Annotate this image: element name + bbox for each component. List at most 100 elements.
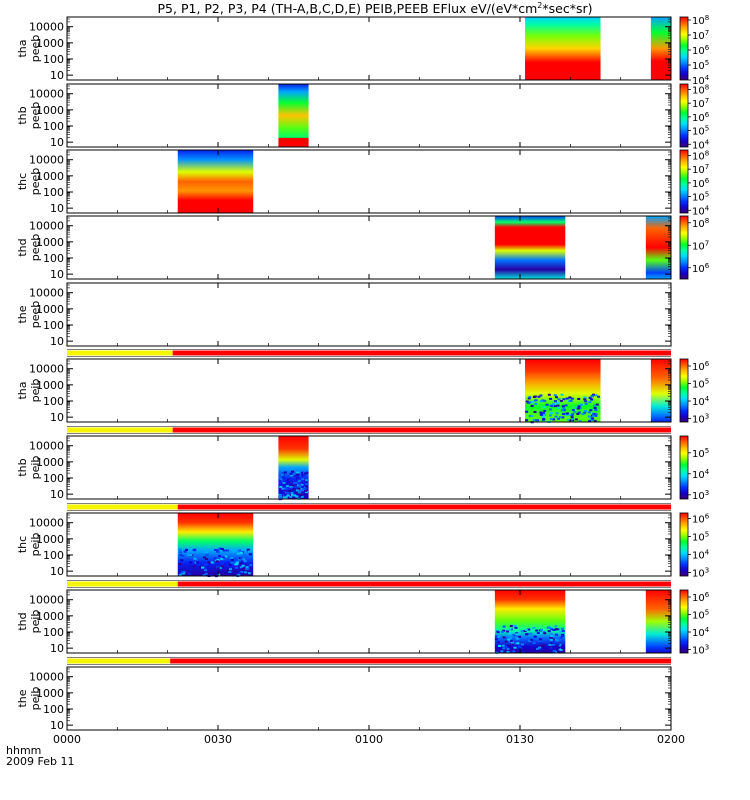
spectrogram-cell [178,548,182,551]
spectrogram-cell [283,493,287,496]
spectrogram-cell [242,558,246,561]
spectrogram-cell [543,399,547,402]
spectrogram-cell [239,566,243,569]
spectrogram-cell [553,400,557,403]
spectrogram-cell [286,481,290,484]
spectrogram-cell [216,558,220,561]
spectrogram-cell [552,649,556,652]
spectrogram-cell [280,473,284,476]
spectrogram-cell [305,483,309,486]
spectrogram-cell [530,415,534,418]
colorbar [680,150,688,213]
y-tick-label: 1000 [36,610,64,623]
y-tick-label: 10000 [29,517,64,530]
spectrogram-cell [224,571,228,574]
spectrogram-cell [590,417,594,420]
spectrogram-cell [539,413,543,416]
spectrogram-cell [512,650,516,653]
colorbar-tick-label: 104 [692,468,710,481]
spectrogram-cell [179,553,183,556]
spectrogram-cell [281,487,285,490]
spectrogram-cell [226,561,230,564]
spectrogram-cell [244,567,248,570]
spectrogram-cell [180,572,184,575]
spectrogram-cell [567,400,571,403]
time-axis-unit-label: hhmm [6,744,42,757]
spectrogram-cell [595,403,599,406]
spectrogram-cell [242,567,246,570]
spectrogram-cell [553,405,557,408]
panel-probe-label: tha [16,381,29,399]
spectrogram-cell [236,552,240,555]
colorbar-tick-label: 104 [692,74,710,87]
panel-probe-label: tha [16,39,29,57]
spectrogram-cell [205,553,209,556]
y-tick-label: 10000 [29,671,64,684]
spectrogram-cell [278,497,282,500]
panel-product-label: peib [29,687,42,711]
spectrogram-cell [301,493,305,496]
panel-frame [66,215,672,280]
spectrogram-cell [232,550,236,553]
spectrogram-cell [560,393,564,396]
panel-product-label: peeb [29,168,42,196]
spectrogram-cell [228,568,232,571]
spectrogram-cell [532,626,536,629]
y-tick-label: 100 [43,252,64,265]
spectrogram-cell [293,493,297,496]
spectrogram-cell [564,412,568,415]
spectrogram-cell [238,572,242,575]
spectrogram-cell [227,572,231,575]
colorbar-tick-label: 105 [692,609,709,622]
colorbar-frame [679,512,689,577]
colorbar-tick-label: 107 [692,97,709,110]
spectrogram-block [650,17,671,80]
spectrogram-cell [300,483,304,486]
spectrogram-cell [559,649,563,652]
spectrogram-cell [513,624,517,627]
spectrogram-cell [243,571,247,574]
spectrogram-cell [554,625,558,628]
spectrogram-cell [561,633,565,636]
spectrogram-cell [196,561,200,564]
spectrogram-block [177,513,254,576]
spectrogram-cell [204,558,208,561]
spectrogram-cell [215,549,219,552]
spectrogram-cell [290,493,294,496]
colorbar [680,216,688,279]
spectrogram-cell [523,633,527,636]
x-tick-label: 0130 [506,733,534,746]
spectrogram-cell [543,632,547,635]
y-tick-label: 100 [43,395,64,408]
y-tick-label: 10 [50,642,64,655]
spectrogram-cell [548,645,552,648]
spectrogram-cell [288,479,292,482]
y-tick-label: 1000 [36,687,64,700]
spectrogram-cell [286,494,290,497]
spectrogram-cell [296,473,300,476]
colorbar-tick-label: 106 [692,360,710,373]
spectrogram-cell [215,560,219,563]
spectrogram-cell [516,647,520,650]
panel-product-label: peeb [29,102,42,130]
spectrogram-cell [583,411,587,414]
spectrogram-cell [577,411,581,414]
spectrogram-cell [508,635,512,638]
spectrogram-cell [549,632,553,635]
spectrogram-cell [301,481,305,484]
spectrogram-cell [240,559,244,562]
spectrogram-cell [286,491,290,494]
spectrogram-cell [508,627,512,630]
spectrogram-cell [196,563,200,566]
y-tick-label: 10000 [29,363,64,376]
colorbar-tick-label: 103 [692,489,709,502]
y-tick-label: 1000 [36,379,64,392]
spectrogram-cell [560,644,564,647]
spectrogram-cell [591,412,595,415]
panel-frame [66,435,672,500]
spectrogram-cell [182,572,186,575]
colorbar [680,513,688,576]
spectrogram-block [645,590,671,653]
spectrogram-cell [201,566,205,569]
